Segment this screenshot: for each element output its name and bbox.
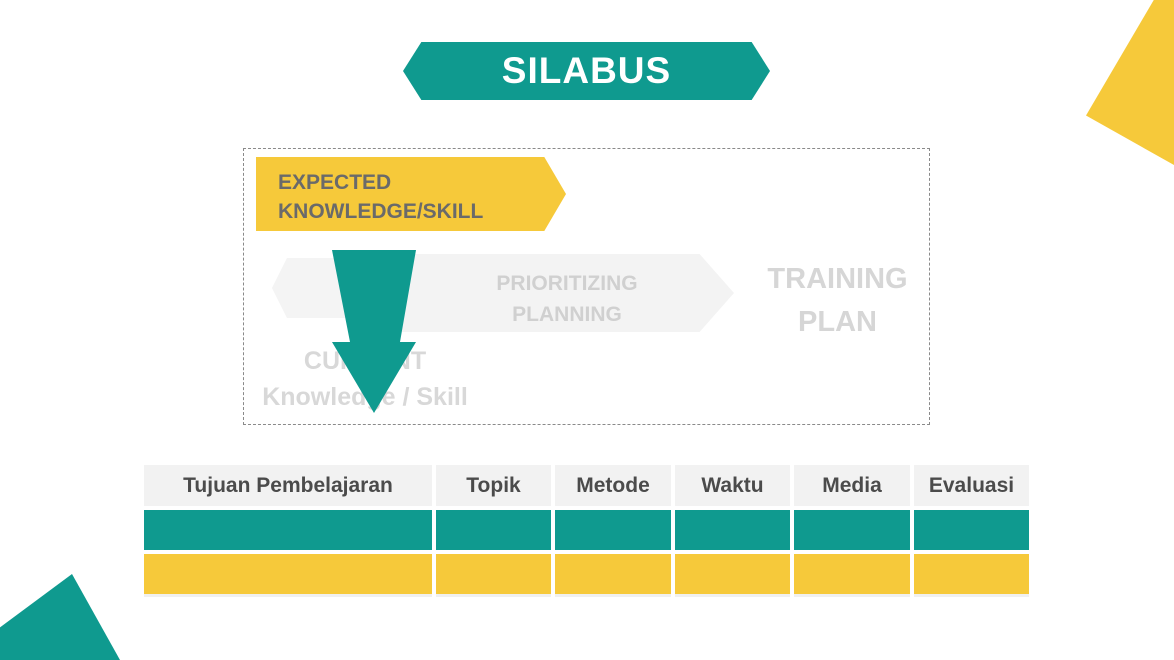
- header-metode: Metode: [555, 465, 671, 506]
- faded-arrow-shape-left: [272, 258, 347, 318]
- diagram-frame: [243, 148, 930, 425]
- table-cell: [555, 510, 671, 550]
- header-tujuan: Tujuan Pembelajaran: [144, 465, 432, 506]
- table-cell: [794, 510, 910, 550]
- header-media: Media: [794, 465, 910, 506]
- page-title: SILABUS: [403, 42, 770, 100]
- table-cell: [914, 554, 1029, 594]
- expected-line2: KNOWLEDGE/SKILL: [278, 200, 484, 223]
- header-topik: Topik: [436, 465, 551, 506]
- table-cell: [555, 554, 671, 594]
- table-cell: [436, 510, 551, 550]
- training-plan-label: TRAINING PLAN: [750, 258, 925, 344]
- table-row: [144, 554, 1029, 594]
- syllabus-table: Tujuan Pembelajaran Topik Metode Waktu M…: [140, 461, 1033, 598]
- table-cell: [794, 554, 910, 594]
- faded-process-arrow: [390, 254, 734, 332]
- expected-line1: EXPECTED: [278, 171, 392, 194]
- training-line2: PLAN: [798, 306, 877, 338]
- prioritizing-planning-label: PRIORITIZING PLANNING: [462, 268, 672, 330]
- table-row: [144, 510, 1029, 550]
- training-line1: TRAINING: [767, 263, 908, 295]
- decorative-yellow-triangle: [1086, 0, 1174, 165]
- table-cell: [675, 554, 790, 594]
- page-title-text: SILABUS: [501, 50, 672, 91]
- table-cell: [436, 554, 551, 594]
- table-cell: [144, 554, 432, 594]
- down-arrow-icon: [332, 250, 416, 413]
- table-header-row: Tujuan Pembelajaran Topik Metode Waktu M…: [144, 465, 1029, 506]
- table-cell: [675, 510, 790, 550]
- table-cell: [914, 510, 1029, 550]
- decorative-teal-triangle: [0, 574, 120, 660]
- prioritizing-line2: PLANNING: [512, 303, 622, 326]
- prioritizing-line1: PRIORITIZING: [496, 272, 638, 295]
- header-evaluasi: Evaluasi: [914, 465, 1029, 506]
- header-waktu: Waktu: [675, 465, 790, 506]
- expected-knowledge-tag: EXPECTED KNOWLEDGE/SKILL: [256, 157, 566, 231]
- table-cell: [144, 510, 432, 550]
